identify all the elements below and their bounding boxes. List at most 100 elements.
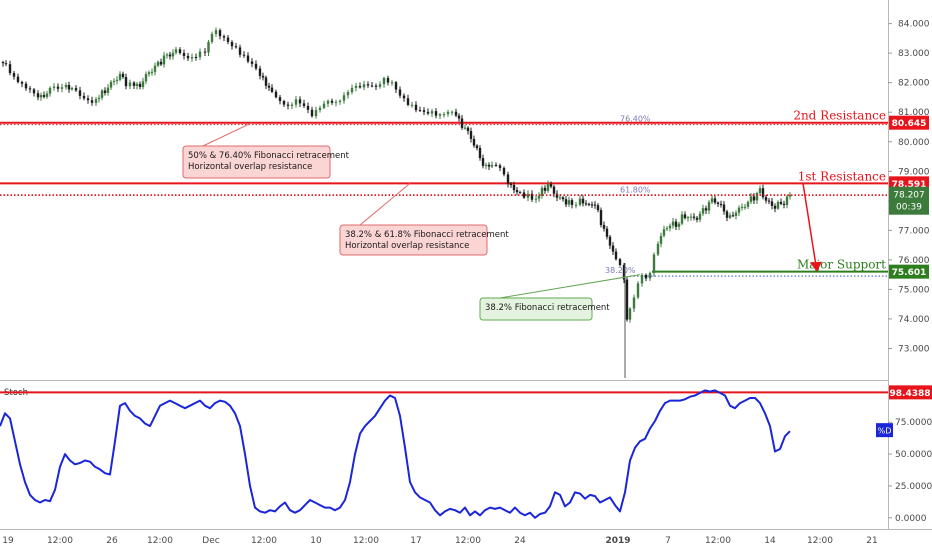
x-axis-label: 12:00	[807, 536, 833, 546]
price-axis-label: 84.000	[898, 20, 930, 30]
candle-body	[605, 228, 609, 237]
x-axis-label: 12:00	[47, 536, 73, 546]
candle-body	[648, 273, 652, 279]
candle-body	[752, 196, 756, 201]
candle-body	[382, 77, 386, 85]
candle-body	[238, 47, 242, 55]
candle-body	[322, 103, 326, 108]
candle-body	[734, 212, 738, 216]
x-axis-label: 12:00	[353, 536, 379, 546]
candle-body	[506, 174, 510, 184]
stoch-axis-label: 75.0000	[895, 418, 932, 428]
candle-body	[74, 88, 78, 91]
x-axis-label: 17	[410, 536, 421, 546]
candle-body	[438, 114, 442, 116]
candle-body	[60, 87, 64, 89]
x-axis-label: 12:00	[251, 536, 277, 546]
candle-body	[198, 51, 202, 58]
candle-body	[530, 193, 534, 200]
candle-body	[32, 89, 36, 94]
price-axis-label: 83.000	[898, 49, 930, 59]
candle-body	[652, 254, 656, 274]
candle-body	[656, 243, 660, 255]
candle-body	[434, 111, 438, 116]
candle-body	[338, 100, 342, 102]
x-axis-label: 24	[514, 536, 526, 546]
countdown-timer: 00:39	[896, 203, 922, 213]
annotation-text: 38.2% Fibonacci retracement	[485, 303, 610, 313]
x-axis-label: 19	[2, 536, 14, 546]
candle-body	[254, 63, 258, 69]
candle-body	[713, 198, 717, 203]
candle-body	[203, 51, 207, 53]
candle-body	[406, 98, 410, 105]
candle-body	[636, 283, 640, 298]
candle-body	[242, 54, 246, 56]
annotation-note-support: 38.2% Fibonacci retracement	[479, 274, 641, 321]
candle-body	[558, 197, 562, 199]
candle-body	[481, 158, 485, 166]
candle-body	[234, 46, 238, 48]
stoch-axis-label: 0.0000	[895, 514, 927, 524]
candle-body	[509, 183, 513, 185]
candle-body	[56, 86, 60, 89]
candle-body	[758, 188, 762, 194]
candle-body	[561, 197, 565, 200]
candle-body	[567, 200, 571, 205]
price-pane[interactable]: 76.40% 2nd Resistance 61.80% 1st Resistance…	[0, 27, 888, 378]
candle-body	[378, 84, 382, 87]
candle-body	[410, 104, 414, 106]
candle-body	[42, 95, 46, 97]
candle-body	[278, 97, 282, 102]
candle-body	[779, 201, 783, 204]
candle-body	[446, 111, 450, 115]
candle-body	[326, 100, 330, 104]
price-axis-label: 81.000	[898, 108, 930, 118]
candle-body	[159, 61, 163, 65]
candle-body	[430, 111, 434, 114]
fib-percent-label: 38.20%	[605, 266, 636, 275]
candle-body	[773, 205, 777, 209]
candle-body	[692, 216, 696, 218]
candle-body	[39, 95, 43, 98]
candle-body	[358, 86, 362, 88]
candle-body	[570, 200, 574, 205]
candle-body	[194, 56, 198, 58]
candle-body	[334, 101, 338, 103]
candle-body	[386, 77, 390, 83]
candle-body	[52, 86, 56, 88]
candle-body	[165, 54, 169, 56]
candle-body	[546, 184, 550, 191]
candle-body	[686, 217, 690, 219]
forecast-arrow-head	[810, 261, 822, 272]
candle-body	[487, 164, 491, 167]
candle-body	[144, 74, 148, 82]
candle-body	[725, 211, 729, 218]
x-axis-label: 7	[665, 536, 671, 546]
candle-body	[190, 56, 194, 59]
candle-body	[788, 194, 792, 197]
candle-body	[770, 201, 774, 206]
candle-body	[515, 190, 519, 193]
candle-body	[267, 85, 271, 88]
candle-body	[740, 206, 744, 208]
candle-body	[310, 109, 314, 117]
candle-body	[689, 216, 693, 218]
candle-body	[70, 88, 74, 90]
annotation-pointer	[499, 274, 641, 299]
candle-body	[578, 198, 582, 205]
candle-body	[426, 111, 430, 114]
stochastic-pane[interactable]: Stoch	[0, 388, 888, 519]
candle-body	[106, 87, 110, 93]
price-axis-label: 75.000	[898, 285, 930, 295]
candle-body	[153, 65, 157, 72]
series-badge	[876, 423, 893, 438]
annotation-text: Horizontal overlap resistance	[345, 241, 469, 251]
candle-body	[178, 49, 182, 54]
x-axis-label: 12:00	[705, 536, 731, 546]
price-axis-label: 80.000	[898, 138, 930, 148]
candle-body	[463, 127, 467, 129]
candle-body	[659, 235, 663, 244]
candle-body	[625, 279, 629, 320]
x-axis-label: 12:00	[455, 536, 481, 546]
